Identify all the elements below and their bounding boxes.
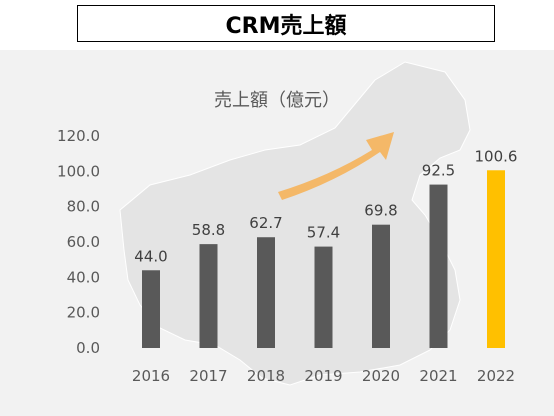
x-tick-label-2016: 2016 [132,367,170,385]
data-label-2019: 57.4 [307,224,340,242]
bar-2018 [257,237,275,348]
x-tick-label-2019: 2019 [304,367,342,385]
y-tick-label: 40.0 [67,268,100,286]
y-tick-label: 120.0 [57,127,100,145]
y-tick-label: 20.0 [67,304,100,322]
bar-2020 [372,224,390,348]
chart-title: 売上額（億元） [214,90,340,111]
data-label-2017: 58.8 [192,221,225,239]
upward-trend-arrow [278,132,394,200]
bar-2021 [429,184,448,348]
page-title: CRM売上額 [77,5,495,42]
bars-group [142,170,505,348]
bar-2016 [142,270,160,348]
y-tick-label: 0.0 [76,339,100,357]
x-tick-label-2017: 2017 [189,367,227,385]
data-labels-group: 44.0 58.8 62.7 57.4 69.8 92.5 100.6 [134,147,517,265]
data-label-2018: 62.7 [249,214,282,232]
y-axis: 0.0 20.0 40.0 60.0 80.0 100.0 120.0 [57,127,100,357]
y-tick-label: 60.0 [67,233,100,251]
x-tick-label-2018: 2018 [247,367,285,385]
x-tick-label-2020: 2020 [362,367,400,385]
data-label-2020: 69.8 [364,202,397,220]
data-label-2016: 44.0 [134,247,167,265]
y-tick-label: 100.0 [57,162,100,180]
y-tick-label: 80.0 [67,198,100,216]
x-tick-label-2021: 2021 [419,367,457,385]
data-label-2021: 92.5 [422,162,455,180]
bar-2019 [314,246,333,348]
x-tick-label-2022: 2022 [477,367,515,385]
x-axis: 2016 2017 2018 2019 2020 2021 2022 [132,367,515,385]
bar-2017 [199,244,218,348]
data-label-2022: 100.6 [475,147,518,165]
bar-2022 [487,170,505,348]
